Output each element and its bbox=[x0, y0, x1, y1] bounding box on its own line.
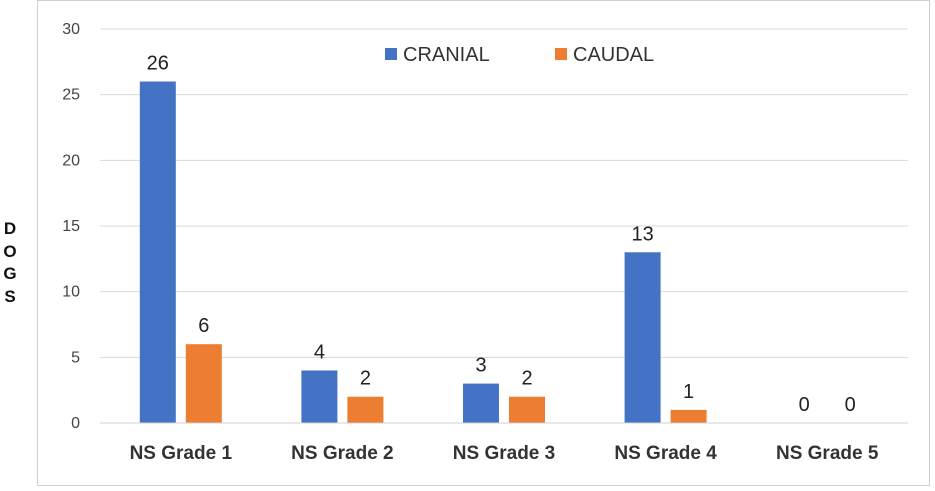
chart-frame bbox=[37, 0, 930, 486]
data-label: 4 bbox=[314, 341, 325, 363]
bar-caudal bbox=[670, 409, 707, 423]
x-tick-label: NS Grade 1 bbox=[130, 443, 233, 464]
y-tick-label: 15 bbox=[62, 218, 80, 235]
data-label: 13 bbox=[631, 223, 653, 245]
y-axis-label-letter: D bbox=[3, 219, 17, 238]
y-axis-label-letter: S bbox=[4, 286, 16, 306]
data-label: 6 bbox=[198, 315, 209, 337]
bar-caudal bbox=[185, 344, 222, 423]
y-tick-label: 10 bbox=[62, 284, 80, 301]
x-tick-label: NS Grade 3 bbox=[453, 443, 555, 464]
legend-swatch-caudal bbox=[555, 48, 567, 60]
data-label: 0 bbox=[799, 394, 810, 416]
y-tick-label: 0 bbox=[71, 415, 80, 432]
y-tick-label: 20 bbox=[62, 152, 80, 169]
data-label: 26 bbox=[147, 53, 169, 75]
bar-caudal bbox=[347, 396, 384, 423]
bar-cranial bbox=[301, 370, 338, 423]
x-tick-label: NS Grade 5 bbox=[776, 443, 879, 464]
y-tick-label: 5 bbox=[71, 349, 80, 366]
y-tick-label: 25 bbox=[62, 87, 80, 104]
bar-cranial bbox=[139, 81, 176, 424]
data-label: 0 bbox=[845, 394, 856, 416]
y-axis-label-letter: O bbox=[3, 241, 17, 261]
data-label: 3 bbox=[475, 355, 486, 377]
legend-label-cranial: CRANIAL bbox=[403, 44, 490, 66]
y-axis-label-letter: G bbox=[3, 264, 17, 283]
data-label: 2 bbox=[521, 368, 532, 390]
bar-cranial bbox=[624, 252, 661, 423]
x-tick-label: NS Grade 2 bbox=[291, 443, 393, 464]
legend-label-caudal: CAUDAL bbox=[573, 44, 654, 66]
bar-caudal bbox=[509, 396, 545, 423]
x-tick-label: NS Grade 4 bbox=[614, 443, 717, 464]
data-label: 2 bbox=[360, 368, 371, 390]
data-label: 1 bbox=[683, 381, 694, 403]
y-tick-label: 30 bbox=[62, 21, 80, 38]
legend-swatch-cranial bbox=[385, 48, 397, 60]
bar-cranial bbox=[463, 383, 499, 423]
